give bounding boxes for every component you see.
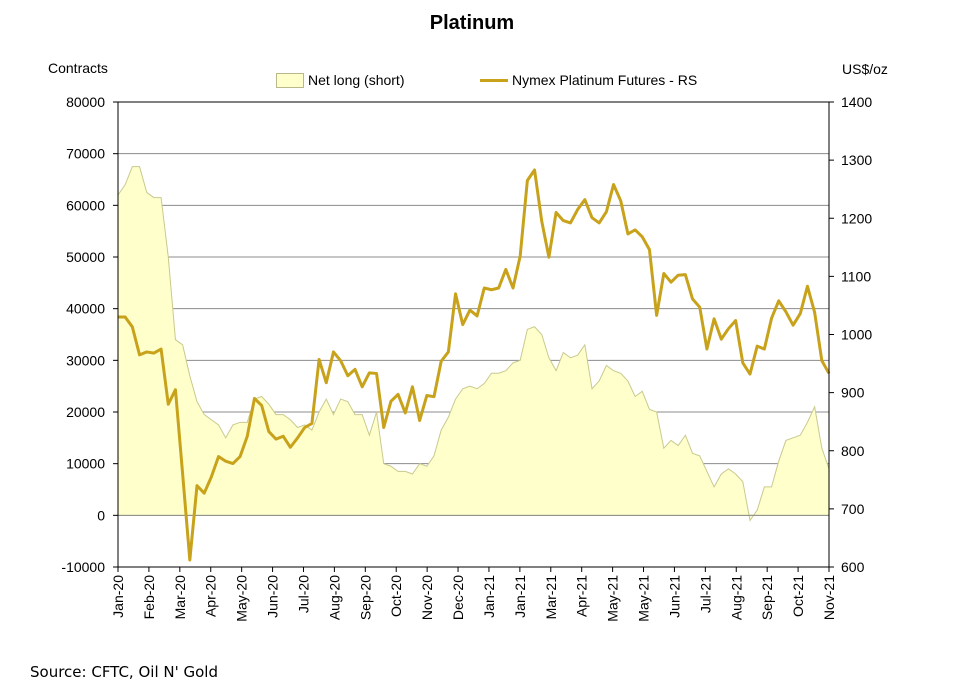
left-tick-label: 0 — [97, 507, 105, 523]
plot-border — [117, 101, 830, 568]
x-tick-label: Aug-20 — [326, 575, 342, 620]
x-tick-label: Nov-21 — [821, 575, 837, 620]
x-tick-label: Aug-21 — [728, 575, 744, 620]
right-tick-label: 700 — [841, 501, 865, 517]
x-tick-label: Jul-21 — [697, 575, 713, 613]
left-tick-label: -10000 — [61, 559, 105, 575]
platinum-futures-line — [118, 168, 831, 562]
x-tick-label: Jan-20 — [110, 575, 126, 618]
legend-item-platinum-futures: Nymex Platinum Futures - RS — [480, 72, 697, 88]
right-tick-label: 1000 — [841, 327, 872, 343]
x-tick-label: Sep-20 — [357, 575, 373, 620]
left-tick-label: 60000 — [66, 197, 105, 213]
right-tick-label: 1300 — [841, 152, 872, 168]
left-tick-label: 30000 — [66, 352, 105, 368]
right-tick-label: 1100 — [841, 268, 871, 284]
x-tick-label: Jun-20 — [265, 575, 281, 618]
x-tick-label: Oct-21 — [790, 575, 806, 617]
right-tick-label: 900 — [841, 385, 865, 401]
x-tick-label: May-21 — [636, 575, 652, 622]
legend-swatch-area — [276, 72, 304, 88]
x-tick-label: Dec-20 — [450, 575, 466, 620]
right-tick-label: 800 — [841, 443, 865, 459]
left-tick-label: 20000 — [66, 404, 105, 420]
x-tick-label: Oct-20 — [388, 575, 404, 617]
legend-swatch-line — [480, 78, 508, 82]
legend-label-platinum-futures: Nymex Platinum Futures - RS — [512, 72, 698, 88]
source-note: Source: CFTC, Oil N' Gold — [30, 663, 218, 681]
x-tick-label: Sep-21 — [759, 575, 775, 620]
left-tick-label: 80000 — [66, 94, 105, 110]
left-tick-label: 70000 — [66, 146, 105, 162]
x-tick-label: Mar-20 — [172, 575, 188, 620]
right-tick-label: 600 — [841, 559, 865, 575]
right-axis-unit-label: US$/oz — [842, 61, 888, 77]
x-tick-label: Nov-20 — [419, 575, 435, 620]
right-tick-label: 1200 — [841, 210, 872, 226]
left-tick-label: 40000 — [66, 301, 105, 317]
x-tick-label: May-21 — [605, 575, 621, 622]
x-tick-label: Jun-21 — [666, 575, 682, 618]
x-tick-label: Jul-20 — [295, 575, 311, 613]
x-tick-label: May-20 — [234, 575, 250, 622]
x-tick-label: Jan-21 — [512, 575, 528, 618]
x-tick-label: Apr-21 — [574, 575, 590, 617]
chart-title: Platinum — [429, 12, 515, 34]
right-tick-label: 1400 — [841, 94, 872, 110]
legend-label-net-long: Net long (short) — [308, 72, 405, 88]
x-tick-label: Feb-20 — [141, 575, 157, 620]
x-tick-label: Jan-21 — [481, 575, 497, 618]
left-tick-label: 50000 — [66, 249, 105, 265]
x-tick-label: Apr-20 — [203, 575, 219, 617]
x-tick-label: Mar-21 — [543, 575, 559, 620]
net-long-area — [117, 166, 830, 522]
left-axis-unit-label: Contracts — [48, 60, 108, 76]
left-tick-label: 10000 — [66, 456, 105, 472]
legend-item-net-long: Net long (short) — [276, 72, 404, 88]
